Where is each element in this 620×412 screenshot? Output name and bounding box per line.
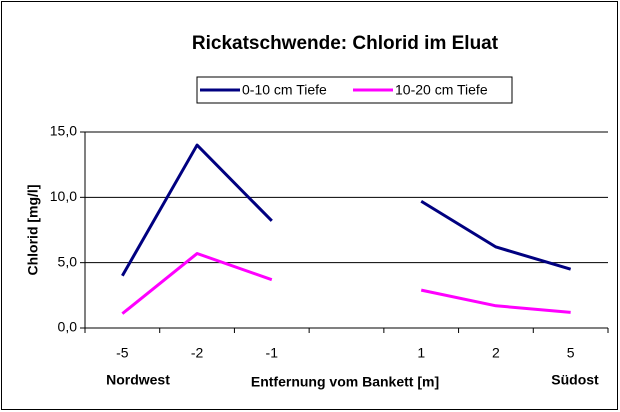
line-series — [420, 199, 572, 271]
y-tick-label: 10,0 — [50, 188, 77, 204]
legend-label: 10-20 cm Tiefe — [395, 82, 488, 98]
line-series — [420, 288, 571, 314]
chart-title: Rickatschwende: Chlorid im Eluat — [192, 33, 499, 54]
y-tick-label: 0,0 — [58, 319, 78, 335]
x-tick-label: 1 — [417, 345, 425, 361]
x-tick-label: 5 — [567, 345, 575, 361]
y-tick-label: 15,0 — [50, 123, 77, 139]
x-tick-label: -2 — [191, 345, 204, 361]
y-axis-label: Chlorid [mg/l] — [25, 185, 41, 276]
y-tick-label: 5,0 — [58, 253, 78, 269]
line-series — [121, 252, 273, 315]
x-tick-label: -1 — [266, 345, 279, 361]
annotation: Nordwest — [106, 372, 170, 388]
x-tick-label: -5 — [116, 345, 129, 361]
line-series — [121, 143, 273, 277]
x-axis-label: Entfernung vom Bankett [m] — [251, 374, 439, 390]
annotation: Südost — [551, 372, 599, 388]
legend-label: 0-10 cm Tiefe — [242, 82, 327, 98]
x-tick-label: 2 — [492, 345, 500, 361]
